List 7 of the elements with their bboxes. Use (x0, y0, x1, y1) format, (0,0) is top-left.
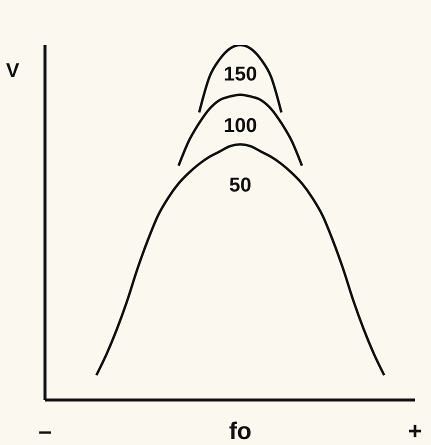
x-tick-label: + (408, 418, 422, 445)
series-label: 150 (224, 63, 257, 86)
series-label: 50 (229, 174, 252, 197)
series-label: 100 (224, 114, 257, 137)
y-axis-title: V (6, 60, 20, 83)
x-tick-label: fo (228, 418, 252, 445)
x-tick-label: – (38, 418, 52, 445)
